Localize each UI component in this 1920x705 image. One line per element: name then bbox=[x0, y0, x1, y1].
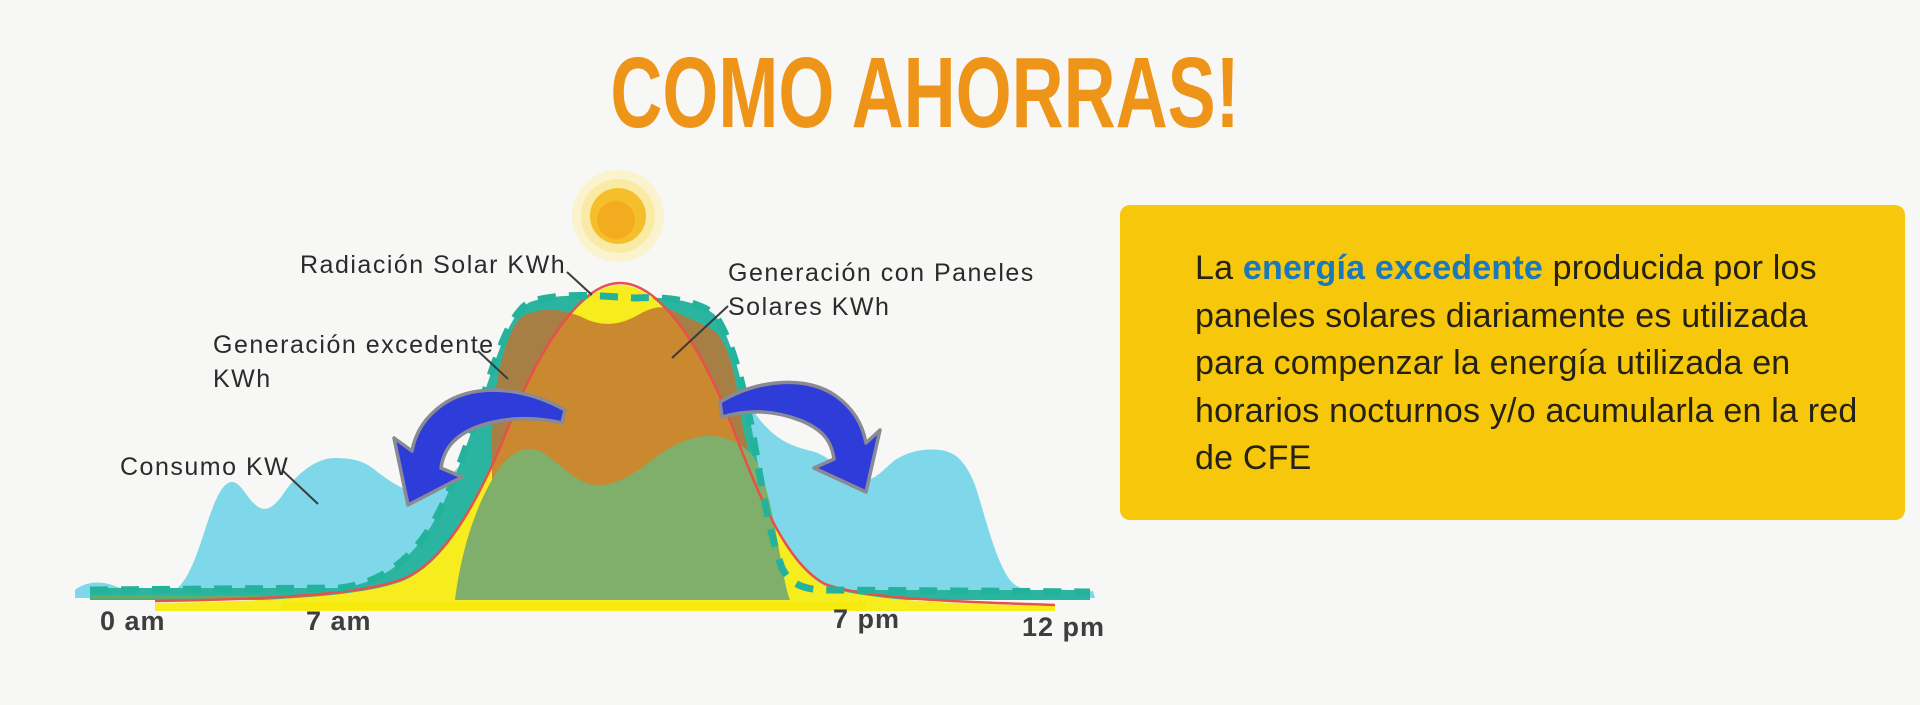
sun-icon bbox=[572, 170, 664, 262]
arrow-down-left-icon bbox=[392, 388, 567, 507]
pointer-line-excedente bbox=[477, 350, 509, 380]
radiation-outline bbox=[154, 281, 1056, 607]
page-title: COMO AHORRAS! bbox=[610, 37, 1240, 149]
label-generacion-excedente-line2: KWh bbox=[213, 365, 272, 393]
solar-energy-chart: Radiación Solar KWh Generación con Panel… bbox=[60, 130, 1160, 660]
label-generacion-excedente-line1: Generación excedente bbox=[213, 331, 495, 359]
label-radiacion-solar: Radiación Solar KWh bbox=[300, 248, 565, 282]
overlap-area bbox=[455, 435, 790, 600]
label-generacion-paneles-line1: Generación con Paneles bbox=[728, 259, 1035, 287]
label-generacion-paneles: Generación con Paneles Solares KWh bbox=[728, 256, 1035, 324]
arrow-down-right-icon bbox=[718, 380, 882, 494]
pointer-line-consumo bbox=[281, 469, 319, 505]
label-generacion-paneles-line2: Solares KWh bbox=[728, 293, 891, 321]
surplus-dashed-outline bbox=[89, 292, 1091, 596]
x-tick-0am: 0 am bbox=[100, 606, 166, 636]
chart-canvas bbox=[75, 170, 1095, 611]
x-tick-7am: 7 am bbox=[306, 606, 372, 636]
info-text-rest: producida por los paneles solares diaria… bbox=[1195, 249, 1858, 477]
info-text-highlight: energía excedente bbox=[1242, 249, 1543, 287]
label-radiacion-solar-text: Radiación Solar KWh bbox=[300, 251, 567, 279]
label-consumo: Consumo KW bbox=[120, 450, 289, 484]
x-tick-7pm: 7 pm bbox=[833, 604, 901, 634]
pointer-line-radiacion bbox=[566, 271, 593, 296]
info-box-paragraph: La energía excedente producida por los p… bbox=[1195, 245, 1863, 483]
label-generacion-excedente: Generación excedente KWh bbox=[213, 328, 495, 396]
label-consumo-text: Consumo KW bbox=[120, 453, 290, 481]
info-box: La energía excedente producida por los p… bbox=[1120, 205, 1905, 520]
info-text-lead: La bbox=[1195, 249, 1243, 287]
x-tick-12pm: 12 pm bbox=[1022, 612, 1106, 642]
pointer-line-paneles bbox=[671, 305, 729, 359]
